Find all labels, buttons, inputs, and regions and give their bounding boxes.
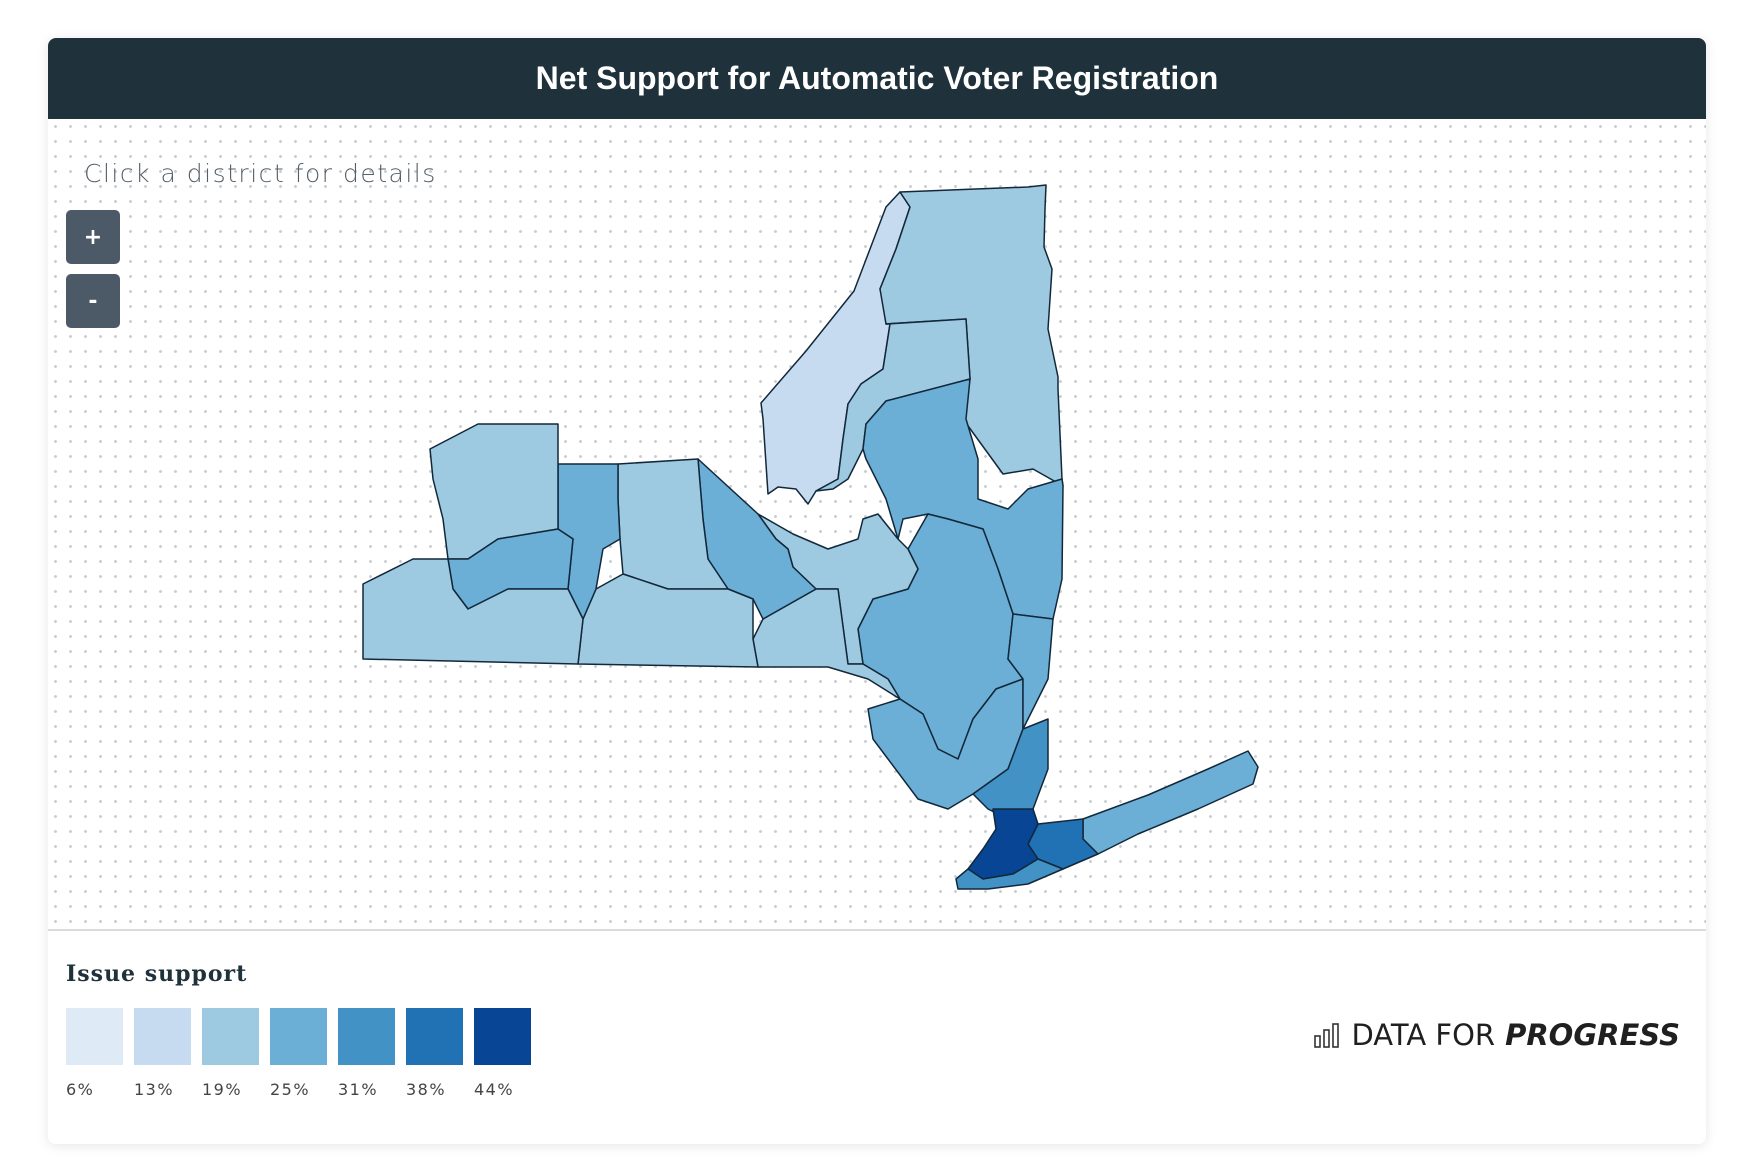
legend-label: 19% <box>202 1080 243 1099</box>
legend-label: 13% <box>134 1080 175 1099</box>
legend-swatches <box>66 1008 531 1065</box>
legend-label: 6% <box>66 1080 95 1099</box>
bar-chart-icon <box>1314 1023 1340 1048</box>
legend-swatch <box>66 1008 123 1065</box>
brand-word1: DATA FOR <box>1351 1018 1496 1052</box>
district-dutchess[interactable] <box>1007 613 1054 730</box>
page-title: Net Support for Automatic Voter Registra… <box>535 60 1219 96</box>
legend-labels: 6% 13% 19% 25% 31% 38% 44% <box>66 1080 531 1099</box>
chart-header: Net Support for Automatic Voter Registra… <box>48 38 1706 119</box>
legend-swatch <box>406 1008 463 1065</box>
legend-label: 38% <box>406 1080 447 1099</box>
new-york-district-map[interactable] <box>48 119 1706 929</box>
district-brooklyn-queens[interactable] <box>955 858 1064 890</box>
legend-label: 44% <box>474 1080 515 1099</box>
brand-logo: DATA FOR PROGRESS <box>1313 1018 1680 1052</box>
legend-label: 31% <box>338 1080 379 1099</box>
map-hint: Click a district for details <box>84 159 437 188</box>
legend-swatch <box>134 1008 191 1065</box>
map-area[interactable]: Click a district for details + - <box>48 119 1706 931</box>
district-southwest[interactable] <box>362 558 584 665</box>
legend-title: Issue support <box>66 961 248 987</box>
legend-swatch <box>338 1008 395 1065</box>
legend-swatch <box>474 1008 531 1065</box>
brand-word2: PROGRESS <box>1505 1018 1680 1052</box>
legend-swatch <box>270 1008 327 1065</box>
zoom-out-button[interactable]: - <box>66 274 120 328</box>
legend-swatch <box>202 1008 259 1065</box>
legend-label: 25% <box>270 1080 311 1099</box>
district-long-island-east[interactable] <box>1082 750 1259 855</box>
map-card: Net Support for Automatic Voter Registra… <box>48 38 1706 1144</box>
zoom-in-button[interactable]: + <box>66 210 120 264</box>
